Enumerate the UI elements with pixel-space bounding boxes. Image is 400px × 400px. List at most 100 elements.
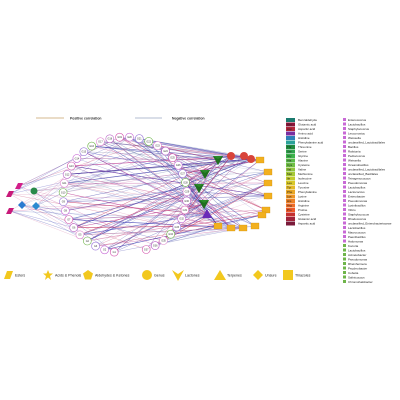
genus-node[interactable]: G24: [161, 146, 170, 156]
amino-acid-legend-item: Ile Isoleucine: [286, 176, 312, 181]
genus-node[interactable]: G14: [72, 154, 82, 163]
legend-swatch: [286, 122, 295, 127]
thiazole-node[interactable]: [257, 211, 267, 219]
genus-node-label: G19: [117, 136, 122, 139]
genus-node-label: G33: [175, 226, 180, 229]
genus-node-label: G6: [72, 227, 76, 230]
genus-node[interactable]: G6: [69, 223, 78, 232]
left-compound-node[interactable]: [6, 191, 14, 197]
genus-node[interactable]: G37: [141, 245, 151, 254]
left-compound-node[interactable]: [32, 202, 40, 210]
left-compound-nodes: [6, 183, 40, 214]
genus-node[interactable]: G21: [135, 134, 144, 143]
aldehyde-node[interactable]: [227, 152, 235, 160]
genus-node-label: G4: [86, 240, 90, 243]
lactone-node[interactable]: [194, 184, 204, 193]
genus-node[interactable]: G26: [173, 161, 183, 170]
genus-node[interactable]: G5: [75, 230, 85, 240]
genus-legend-item: Enterococcus: [343, 118, 367, 122]
legend-swatch: [343, 221, 346, 225]
left-compound-node[interactable]: [15, 183, 23, 189]
left-compound-node[interactable]: [30, 187, 38, 195]
genus-node[interactable]: G27: [178, 169, 187, 178]
genus-node[interactable]: G11: [60, 179, 69, 188]
legend-swatch: [343, 149, 346, 153]
genus-node[interactable]: G20: [125, 132, 134, 142]
genus-node[interactable]: G15: [79, 147, 89, 156]
correlation-edge: [71, 165, 269, 197]
terpene-node[interactable]: [202, 209, 212, 218]
genus-legend-item: Acinetobacter: [343, 253, 366, 257]
left-compound-node[interactable]: [6, 208, 14, 214]
correlation-edge: [65, 171, 269, 212]
thiazole-node[interactable]: [238, 224, 248, 232]
shape-legend-item: Acids & Phenols: [43, 270, 81, 280]
legend-swatch: [343, 163, 346, 166]
genus-node[interactable]: G17: [96, 137, 105, 146]
genus-node[interactable]: G12: [62, 170, 72, 179]
amino-acid-name: Aspartic acid: [298, 127, 316, 131]
left-compound-node[interactable]: [18, 201, 26, 209]
correlation-edge: [9, 210, 88, 242]
genus-node-label: G27: [180, 173, 185, 176]
genus-name: Lysinibacillus: [348, 204, 366, 208]
genus-node-label: G13: [69, 165, 74, 168]
shape-legend-label: Lactones: [185, 274, 200, 278]
genus-node[interactable]: G9: [59, 197, 68, 206]
lactone-node[interactable]: [199, 200, 209, 209]
amino-acid-legend-item: Amino acid: [286, 131, 313, 136]
genus-node[interactable]: G13: [67, 161, 76, 171]
thiazole-node[interactable]: [250, 222, 260, 230]
genus-node[interactable]: G22: [144, 137, 153, 146]
lactone-node[interactable]: [200, 170, 210, 179]
genus-node[interactable]: G16: [87, 141, 96, 151]
aldehyde-node[interactable]: [247, 155, 255, 163]
genus-name: Pseudomonas: [348, 181, 368, 185]
genus-node[interactable]: G19: [115, 132, 124, 142]
genus-node[interactable]: G25: [168, 153, 177, 162]
genus-legend-item: unclassified_Enterobacteriaceae: [343, 221, 392, 226]
genus-node[interactable]: G31: [180, 205, 190, 215]
genus-node[interactable]: G10: [58, 188, 68, 197]
genus-legend-item: unclassified_Bacillales: [343, 172, 379, 176]
amino-acid-name: Benzaldehyde: [298, 118, 317, 122]
genus-node[interactable]: G35: [159, 236, 168, 245]
thiazole-node[interactable]: [255, 156, 265, 164]
correlation-edge: [148, 141, 208, 215]
amino-acid-legend-item: Pro Proline: [286, 208, 308, 212]
genus-node[interactable]: G1: [109, 247, 119, 257]
genus-node[interactable]: G33: [172, 222, 182, 232]
aldehyde-node[interactable]: [240, 152, 248, 160]
thiazole-node[interactable]: [263, 192, 273, 200]
thiazole-node[interactable]: [263, 168, 273, 176]
genus-node[interactable]: G2: [100, 245, 109, 255]
correlation-edge: [176, 182, 269, 228]
genus-node[interactable]: G8: [61, 206, 70, 216]
genus-node[interactable]: G29: [182, 187, 192, 196]
genus-node[interactable]: G36: [150, 241, 160, 250]
genus-node[interactable]: G32: [177, 214, 186, 223]
genus-name: Lactobacillus: [348, 226, 366, 230]
thiazole-node[interactable]: [263, 179, 273, 187]
correlation-edge: [9, 210, 80, 235]
correlation-edge: [35, 145, 158, 207]
genus-node[interactable]: G34: [166, 229, 175, 239]
amino-acid-abbr: Thr: [287, 145, 292, 149]
shape-legend-item: Genus: [142, 270, 165, 280]
genus-node[interactable]: G3: [91, 241, 100, 251]
genus-node[interactable]: G28: [181, 178, 190, 187]
genus-node[interactable]: G4: [83, 236, 92, 246]
correlation-edge: [100, 141, 269, 197]
thiazole-node[interactable]: [213, 222, 223, 230]
thiazole-node[interactable]: [226, 224, 236, 232]
genus-node[interactable]: G7: [64, 215, 74, 224]
genus-node[interactable]: G18: [105, 134, 115, 144]
correlation-edge: [178, 165, 206, 175]
genus-legend-item: Lysinibacillus: [343, 203, 366, 208]
genus-node[interactable]: G30: [182, 196, 191, 206]
amino-acid-name: Phenylalanine: [298, 190, 317, 194]
genus-node[interactable]: G23: [153, 141, 162, 150]
amino-acid-abbr: Ser: [287, 150, 292, 154]
lactone-node[interactable]: [213, 156, 223, 165]
correlation-edge: [67, 174, 232, 229]
